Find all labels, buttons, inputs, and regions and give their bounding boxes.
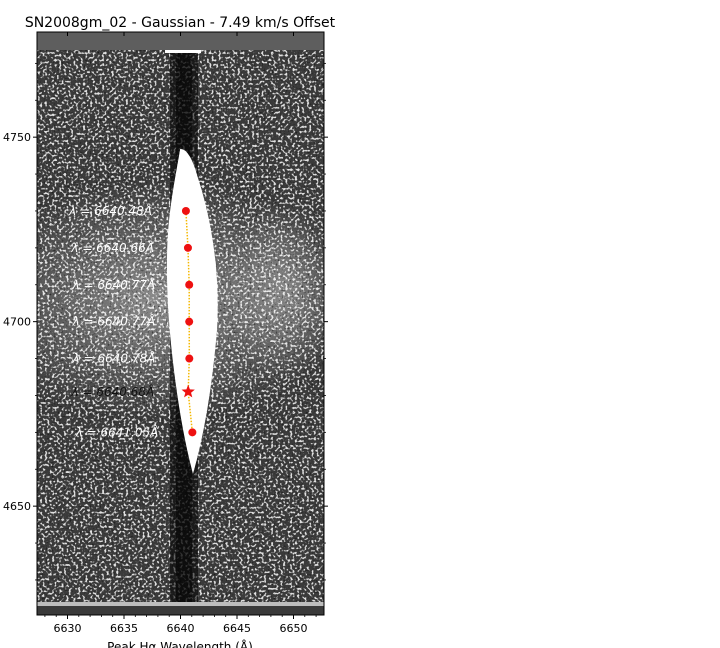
x-tick-label: 6640 [167,622,195,635]
peak-point [185,317,194,326]
x-axis-label: Peak Hα Wavelength (Å) [107,639,253,648]
peak-points [181,206,197,437]
peak-label: λ = 6640.68Å [71,384,155,399]
x-tick-label: 6645 [223,622,251,635]
peak-point-star [181,384,195,398]
peak-point [185,280,194,289]
peak-point [183,243,192,252]
x-tick-label: 6630 [54,622,82,635]
y-axis: 4650 4700 4750 [3,62,328,581]
x-axis: 6630 6635 6640 6645 6650 [44,32,317,635]
peak-label: λ = 6641.05Å [75,424,159,439]
peak-point [188,428,197,437]
peak-point [185,354,194,363]
y-tick-label: 4650 [3,500,31,513]
peak-label: λ = 6640.48Å [68,203,152,218]
spectrum-image [37,32,324,615]
peak-point [181,206,190,215]
peak-label: λ = 6640.77Å [72,314,156,329]
y-tick-label: 4750 [3,131,31,144]
chart-title: SN2008gm_02 - Gaussian - 7.49 km/s Offse… [25,15,336,31]
x-tick-label: 6635 [110,622,138,635]
y-tick-label: 4700 [3,316,31,329]
peak-labels: λ = 6640.48Å λ = 6640.66Å λ = 6640.77Å λ = … [68,203,158,439]
peak-label: λ = 6640.77Å [72,277,156,292]
peak-label: λ = 6640.78Å [72,351,156,366]
x-tick-label: 6650 [279,622,307,635]
peak-label: λ = 6640.66Å [70,240,154,255]
